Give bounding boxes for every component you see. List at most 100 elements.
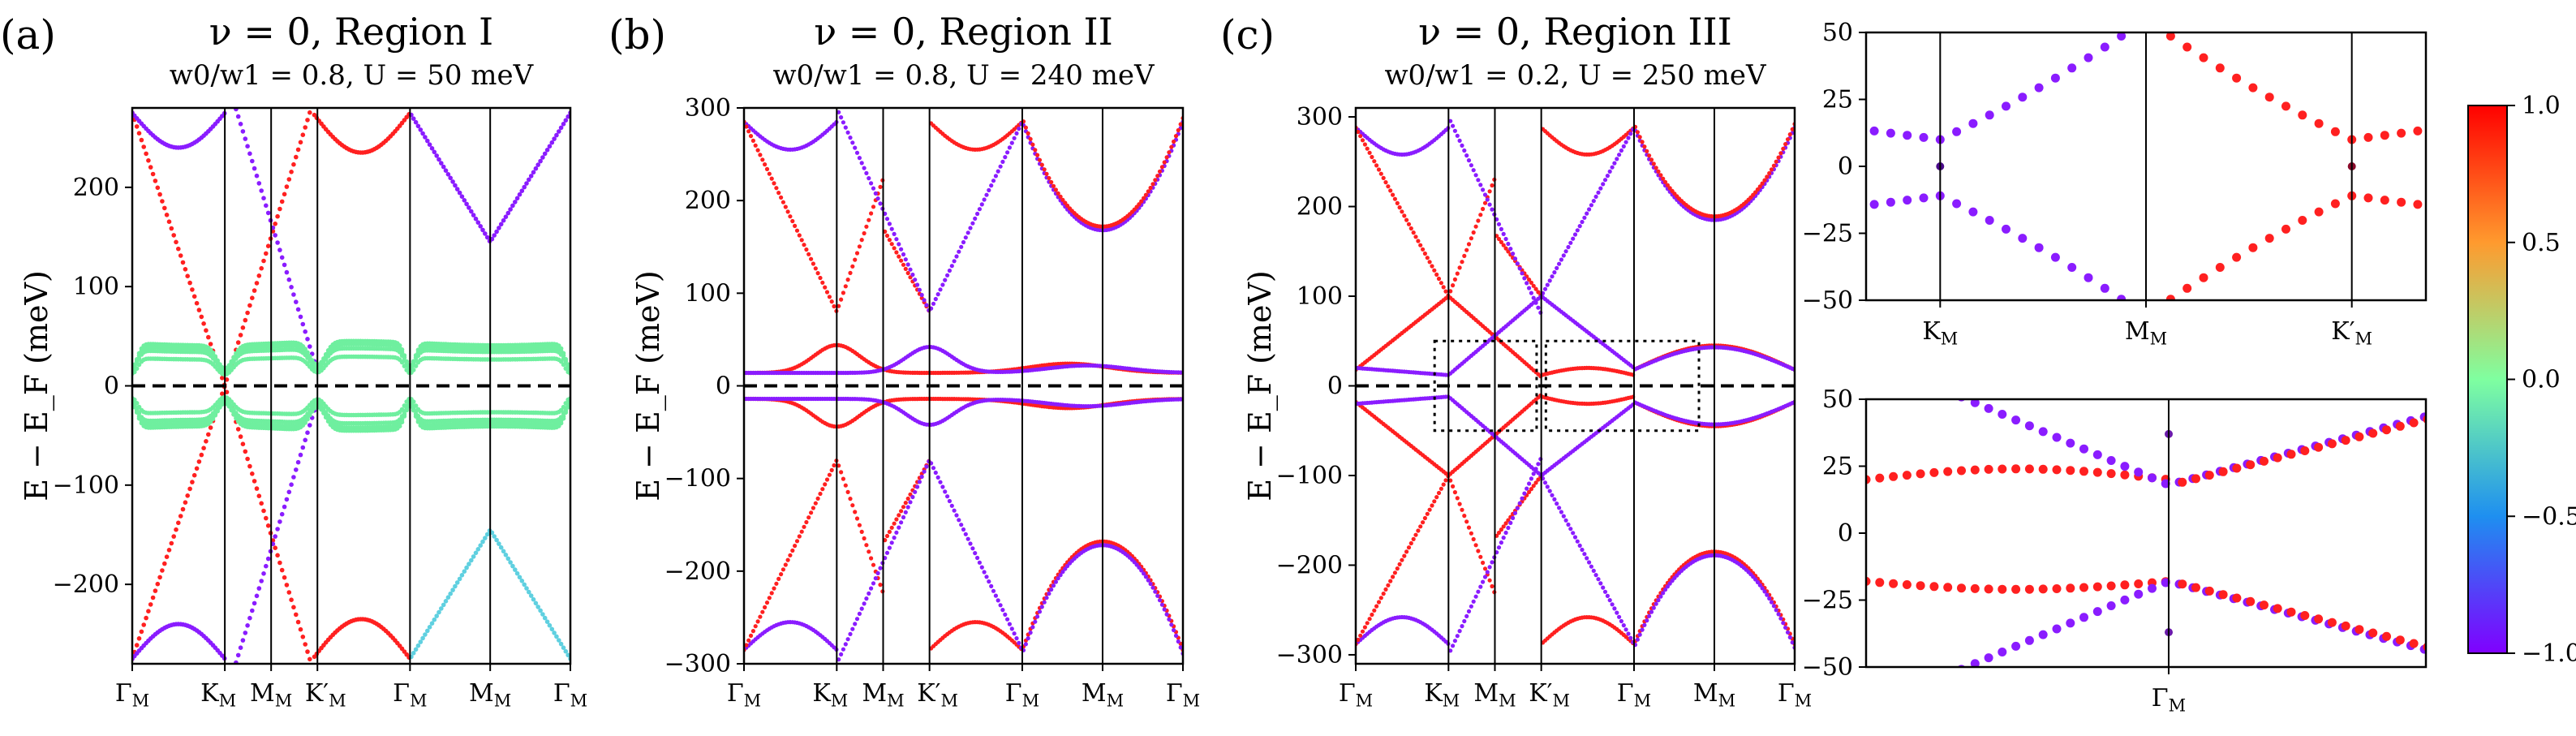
panel-1-series-4-point [797,233,802,238]
panel-1-series-4-point [811,261,816,266]
panel-1-series-10-point [1150,182,1155,187]
panel-1-series-11-point [1155,593,1160,598]
panel-0-series-9-point [514,570,520,576]
panel-1-series-7-point [940,484,945,489]
panel-1-series-4-point [867,217,871,222]
panel-2-series-5-point [1482,566,1488,571]
panel-1-series-7-point [1014,636,1019,641]
panel-0-series-8-point [535,162,540,167]
panel-1-series-11-point [1150,585,1155,590]
panel-1-series-4-point [892,246,897,251]
panel-2-series-10-point [1637,135,1642,140]
panel-1-series-4-point [748,134,754,139]
panel-0-ytick-label: 200 [73,174,119,202]
panel-0-series-17-point [234,415,239,421]
panel-1-series-4-point [794,228,800,233]
panel-0-series-0-point [141,144,146,149]
panel-1-series-10-point [1058,194,1063,199]
panel-1-series-6-point [901,252,906,257]
panel-2-series-5-point [1367,617,1372,622]
panel-1-series-4-point [887,238,892,243]
panel-0-series-1-point [289,170,294,174]
panel-1-series-4-point [848,270,853,275]
panel-0-series-8-point [552,136,557,141]
panel-1-series-11-point [1028,631,1033,635]
panel-0-series-8-point [527,177,531,183]
panel-2-series-7-point [1610,602,1615,607]
panel-2-series-5-point [1370,612,1374,618]
panel-2-series-6-point [1577,224,1582,229]
panel-2-series-11-point [1654,601,1658,606]
panel-0-series-9-point [454,580,460,585]
panel-1-series-4-point [793,223,798,228]
panel-2-series-6-point [1457,138,1462,143]
panel-0-series-0-point [148,165,153,170]
panel-0-series-17-point [325,419,331,424]
panel-1-series-10-point [1169,144,1174,149]
panel-2-series-11-point [1642,622,1647,627]
panel-1-series-6-point [1000,159,1005,164]
panel-0-series-17-point [561,415,566,421]
panel-2-series-4-point [1527,278,1532,282]
panel-1-series-6-point [850,140,855,145]
panel-1-series-5-point [832,463,836,468]
panel-2-series-10-point [1640,140,1645,144]
panel-0-xtick-label: ΓM [115,679,149,710]
panel-1-xtick-label: KM [812,679,848,710]
panel-1-series-4-point [864,224,869,229]
panel-1-series-6-point [853,145,858,150]
panel-2-series-7-point [1460,624,1464,629]
panel-0-series-8-point [547,144,553,149]
panel-2-series-10-point [1776,155,1781,160]
panel-0-series-1-point [310,103,315,108]
panel-0-series-9-point [547,622,553,628]
panel-2-series-7-point [1511,515,1516,521]
panel-2-series-6-point [1478,183,1483,187]
panel-0-series-7-point [273,534,278,539]
panel-2-series-5-point [1481,560,1486,566]
panel-1-series-7-point [871,581,876,586]
panel-1-series-5-point [744,643,749,648]
panel-2-series-6-point [1621,144,1626,148]
panel-2-series-10-point [1654,166,1658,170]
panel-0-series-9-point [483,536,488,540]
panel-1-series-4-point [755,148,760,153]
panel-0-series-1-point [264,251,269,256]
panel-1-series-5-point [850,503,855,508]
panel-2-series-7-point [1561,514,1566,519]
panel-2-series-7-point [1575,539,1580,544]
panel-0-xtick-label: MM [469,679,511,710]
panel-0-series-0-point [303,642,308,647]
panel-1-series-5-point [753,624,758,629]
panel-1-series-4-point [785,209,790,214]
panel-2-series-7-point [1503,530,1508,536]
panel-0-series-1-point [282,192,287,197]
panel-1-series-11-point [1030,625,1035,630]
panel-2-series-5-point [1421,520,1426,525]
panel-0-series-9-point [423,632,428,637]
panel-0-series-9-point [557,638,561,643]
panel-2-series-5-point [1413,532,1418,537]
panel-1-series-5-point [848,497,853,501]
panel-0-series-8-point [519,188,525,193]
panel-1-series-11-point [1026,636,1030,641]
panel-1-series-6-point [940,282,945,287]
panel-2-series-4-point [1452,277,1457,282]
panel-2-series-4-point [1451,283,1456,288]
panel-1-series-4-point [827,295,832,299]
panel-0-series-9-point [471,554,476,559]
panel-0-series-8-point [522,184,527,190]
panel-0-series-6-point [243,136,248,141]
panel-1-series-7-point [857,611,862,617]
panel-0-xtick-label: K′M [305,679,346,710]
panel-0-series-1-point [171,534,176,539]
panel-0-series-17-point [321,411,326,415]
panel-2-series-6-point [1550,274,1555,279]
panel-1-series-4-point [894,250,899,255]
panel-0-series-1-point [307,110,312,115]
panel-0-series-0-point [298,626,303,632]
panel-1-series-6-point [943,278,948,282]
panel-0-series-0-point [273,545,278,550]
panel-2-series-4-point [1471,230,1476,235]
panel-2-series-7-point [1451,643,1456,648]
